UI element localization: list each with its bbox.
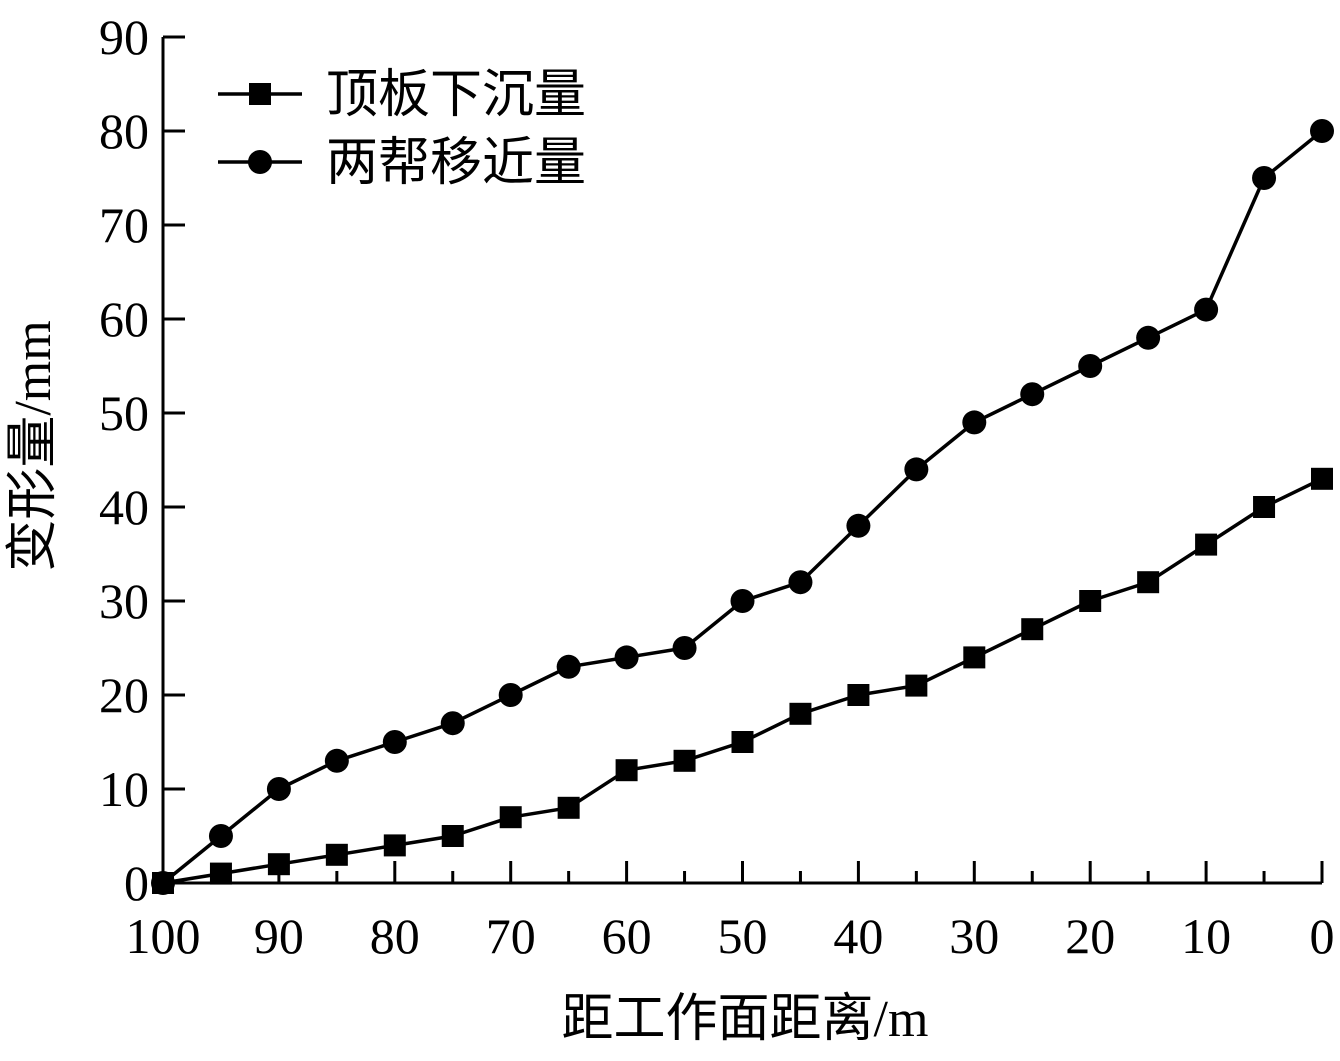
data-point-circle (382, 730, 407, 754)
legend-marker-circle (248, 150, 272, 174)
y-tick-label: 20 (99, 667, 149, 723)
data-point-square (1253, 496, 1276, 518)
data-point-square (383, 834, 406, 857)
data-point-square (557, 796, 580, 819)
x-tick-label: 100 (126, 908, 201, 964)
y-tick-label: 10 (99, 761, 149, 817)
data-point-circle (151, 871, 175, 895)
data-point-circle (1136, 325, 1161, 350)
data-point-circle (846, 513, 871, 538)
legend-item-2: 两帮移近量 (218, 135, 586, 192)
x-tick-label: 60 (602, 908, 652, 964)
data-point-circle (1194, 297, 1219, 322)
y-tick-label: 40 (99, 479, 149, 535)
data-point-circle (324, 748, 349, 773)
data-point-circle (266, 777, 291, 801)
legend-label: 顶板下沉量 (326, 67, 586, 124)
data-point-circle (614, 645, 639, 670)
data-point-square (905, 674, 928, 697)
data-point-square (1137, 571, 1160, 594)
series-line (162, 477, 1323, 885)
data-point-circle (672, 636, 697, 660)
data-point-square (615, 759, 638, 782)
data-point-circle (1020, 382, 1045, 407)
x-axis-title: 距工作面距离/m (562, 991, 929, 1048)
y-tick-label: 90 (99, 9, 149, 65)
data-point-square (1195, 533, 1218, 556)
data-point-square (267, 853, 290, 876)
data-point-circle (556, 654, 581, 679)
y-tick-label: 70 (99, 197, 149, 253)
x-tick-label: 10 (1181, 908, 1231, 964)
series-layer (151, 119, 1334, 895)
x-tick-label: 30 (949, 908, 999, 964)
data-point-square (1311, 467, 1333, 490)
data-point-square (847, 684, 870, 706)
data-point-square (1079, 590, 1102, 612)
data-point-circle (962, 410, 987, 435)
data-point-square (209, 862, 232, 885)
y-axis-title: 变形量/mm (5, 320, 62, 571)
x-tick-label: 20 (1065, 908, 1115, 964)
legend-item-1: 顶板下沉量 (218, 67, 586, 124)
x-tick-label: 40 (833, 908, 883, 964)
x-tick-label: 90 (254, 908, 304, 964)
x-tick-label: 50 (718, 908, 768, 964)
x-tick-label: 0 (1310, 908, 1335, 964)
legend-label: 两帮移近量 (326, 135, 586, 192)
data-point-square (789, 702, 812, 725)
y-tick-label: 30 (99, 573, 149, 629)
series-2 (151, 119, 1334, 895)
data-point-square (1021, 618, 1044, 641)
data-point-circle (730, 589, 755, 613)
y-tick-label: 50 (99, 385, 149, 441)
y-tick-label: 0 (124, 855, 149, 911)
data-point-circle (498, 683, 523, 707)
data-point-circle (904, 457, 929, 482)
data-point-circle (208, 824, 233, 848)
legend-marker-square (249, 83, 271, 105)
data-point-square (673, 749, 696, 772)
data-point-circle (788, 570, 813, 595)
y-tick-label: 80 (99, 103, 149, 159)
y-tick-label: 60 (99, 291, 149, 347)
data-point-square (731, 731, 754, 753)
data-point-circle (440, 711, 465, 736)
data-point-circle (1078, 354, 1103, 378)
x-tick-label: 80 (370, 908, 420, 964)
data-point-square (325, 843, 348, 866)
data-point-square (441, 825, 464, 847)
data-point-circle (1252, 166, 1277, 190)
data-point-circle (1310, 119, 1334, 143)
x-tick-label: 70 (486, 908, 536, 964)
data-point-square (499, 806, 522, 829)
data-point-square (963, 646, 986, 669)
series-1 (152, 467, 1333, 894)
